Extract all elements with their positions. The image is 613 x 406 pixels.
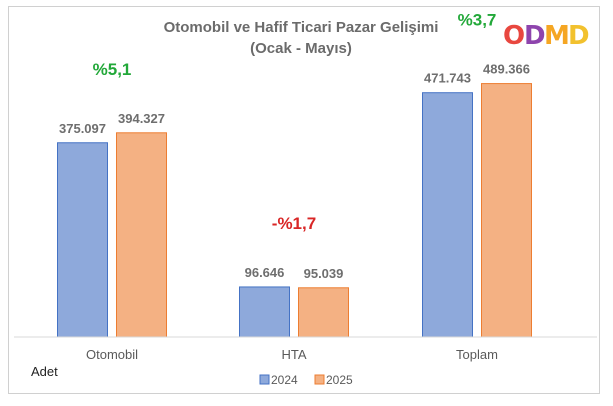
category-label-otomobil: Otomobil bbox=[86, 347, 138, 362]
value-label-toplam-2024: 471.743 bbox=[424, 71, 471, 86]
category-label-hta: HTA bbox=[281, 347, 306, 362]
legend-label-2025: 2025 bbox=[326, 373, 353, 387]
logo-letter-2: D bbox=[524, 21, 546, 51]
legend-swatch-2024 bbox=[259, 374, 270, 385]
bar-hta-2024 bbox=[239, 286, 290, 338]
legend-label-2024: 2024 bbox=[271, 373, 298, 387]
bars-layer bbox=[57, 83, 532, 338]
bar-hta-2025 bbox=[298, 287, 349, 338]
bar-toplam-2025 bbox=[481, 83, 532, 338]
category-label-toplam: Toplam bbox=[456, 347, 498, 362]
change-label-toplam: %3,7 bbox=[458, 11, 497, 30]
value-label-otomobil-2024: 375.097 bbox=[59, 121, 106, 136]
value-label-toplam-2025: 489.366 bbox=[483, 62, 530, 77]
logo-letter-4: D bbox=[568, 21, 590, 51]
bar-chart: Otomobil ve Hafif Ticari Pazar Gelişimi … bbox=[14, 11, 597, 387]
labels-layer: 375.097 394.327 %5,1 Otomobil 96.646 95.039 -%… bbox=[59, 11, 530, 362]
bar-otomobil-2024 bbox=[57, 142, 108, 338]
logo-letter-1: O bbox=[503, 21, 525, 51]
value-label-hta-2024: 96.646 bbox=[245, 265, 285, 280]
unit-label: Adet bbox=[31, 364, 58, 379]
logo-letter-3: M bbox=[544, 21, 570, 51]
legend-swatch-2025 bbox=[314, 374, 325, 385]
odmd-logo: O D M D bbox=[503, 21, 590, 51]
bar-otomobil-2025 bbox=[116, 132, 167, 338]
change-label-hta: -%1,7 bbox=[272, 214, 316, 233]
chart-title: Otomobil ve Hafif Ticari Pazar Gelişimi bbox=[164, 19, 439, 36]
change-label-otomobil: %5,1 bbox=[93, 60, 132, 79]
value-label-hta-2025: 95.039 bbox=[304, 266, 344, 281]
legend: 2024 2025 bbox=[259, 373, 353, 387]
bar-toplam-2024 bbox=[422, 92, 473, 338]
value-label-otomobil-2025: 394.327 bbox=[118, 111, 165, 126]
chart-frame: Otomobil ve Hafif Ticari Pazar Gelişimi … bbox=[8, 6, 600, 394]
chart-subtitle: (Ocak - Mayıs) bbox=[250, 40, 352, 57]
